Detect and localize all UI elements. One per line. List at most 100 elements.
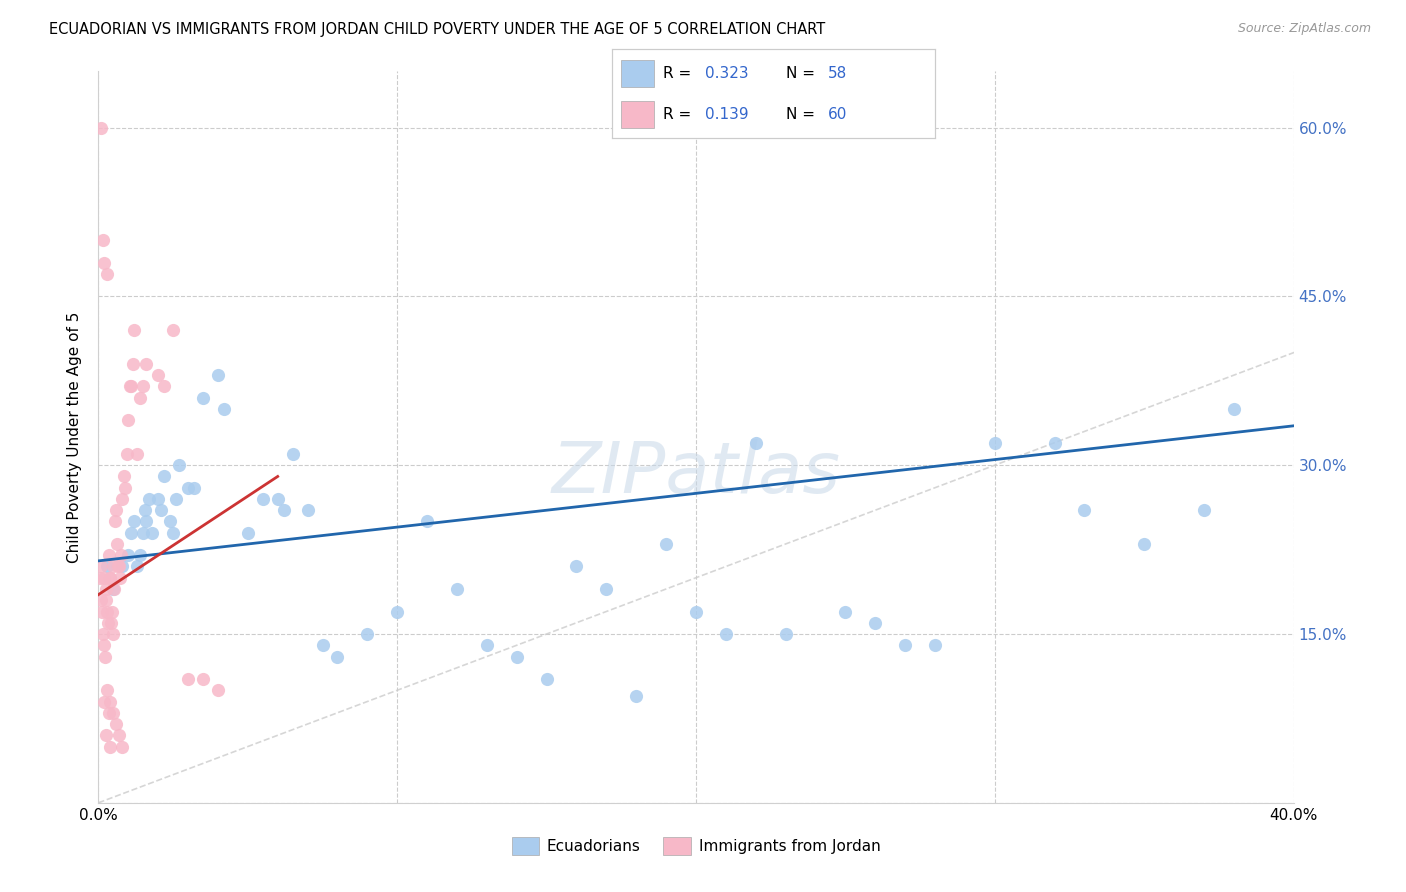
Point [273, 503, 295, 517]
Y-axis label: Child Poverty Under the Age of 5: Child Poverty Under the Age of 5 [67, 311, 83, 563]
Point [129, 391, 152, 405]
Point [110, 548, 132, 562]
Point [96, 683, 118, 698]
Point [111, 491, 134, 506]
Point [1192, 503, 1215, 517]
Point [153, 469, 176, 483]
Point [326, 649, 349, 664]
Point [117, 413, 139, 427]
Point [105, 537, 128, 551]
Point [101, 605, 124, 619]
Point [105, 503, 128, 517]
Point [775, 627, 797, 641]
Point [924, 638, 946, 652]
Point [984, 435, 1007, 450]
Point [267, 491, 290, 506]
Point [90, 120, 112, 135]
Point [1133, 537, 1156, 551]
Point [165, 491, 187, 506]
Point [111, 559, 134, 574]
Point [153, 379, 176, 393]
Text: Source: ZipAtlas.com: Source: ZipAtlas.com [1237, 22, 1371, 36]
Point [865, 615, 887, 630]
Point [129, 548, 152, 562]
Point [97, 548, 120, 562]
Point [108, 571, 131, 585]
Point [297, 503, 319, 517]
Point [94, 728, 117, 742]
Point [103, 582, 125, 596]
Text: R =: R = [664, 107, 696, 121]
Point [108, 559, 131, 574]
Point [506, 649, 529, 664]
Point [141, 525, 163, 540]
Text: N =: N = [786, 66, 820, 80]
Point [127, 447, 149, 461]
Point [93, 638, 115, 652]
Point [626, 689, 648, 703]
Point [98, 571, 122, 585]
Point [98, 694, 122, 708]
Point [252, 491, 274, 506]
Point [94, 649, 117, 664]
Text: 60: 60 [828, 107, 848, 121]
Point [103, 582, 125, 596]
Point [191, 391, 214, 405]
Point [191, 672, 214, 686]
Point [134, 503, 156, 517]
Point [177, 481, 200, 495]
Point [1223, 401, 1246, 416]
Point [96, 593, 118, 607]
Point [96, 559, 118, 574]
Point [565, 559, 588, 574]
Point [103, 559, 125, 574]
Point [356, 627, 378, 641]
Point [536, 672, 558, 686]
Point [100, 615, 122, 630]
Point [107, 559, 129, 574]
Point [655, 537, 678, 551]
Point [1073, 503, 1095, 517]
Point [91, 605, 114, 619]
Text: 0.323: 0.323 [706, 66, 749, 80]
Bar [621, 60, 654, 87]
Point [159, 515, 181, 529]
Point [281, 447, 304, 461]
Point [1043, 435, 1066, 450]
Point [96, 605, 118, 619]
Point [94, 582, 117, 596]
Point [207, 368, 229, 383]
Point [135, 515, 157, 529]
Point [111, 739, 134, 754]
Point [150, 503, 173, 517]
Point [894, 638, 917, 652]
Point [183, 481, 205, 495]
Point [132, 525, 155, 540]
Point [112, 469, 135, 483]
Point [475, 638, 498, 652]
Point [104, 515, 127, 529]
Point [148, 491, 170, 506]
Point [114, 481, 136, 495]
Point [834, 605, 856, 619]
Point [120, 379, 142, 393]
Point [236, 525, 259, 540]
Point [177, 672, 200, 686]
Point [97, 706, 120, 720]
Point [121, 357, 143, 371]
Point [311, 638, 333, 652]
Point [385, 605, 409, 619]
Point [108, 728, 131, 742]
Point [124, 323, 146, 337]
Point [93, 571, 115, 585]
Point [148, 368, 170, 383]
Point [138, 491, 160, 506]
Point [91, 233, 114, 247]
Point [101, 627, 124, 641]
Point [118, 379, 141, 393]
Point [212, 401, 235, 416]
Text: 58: 58 [828, 66, 848, 80]
Point [132, 379, 155, 393]
Point [93, 255, 115, 269]
Text: 0.139: 0.139 [706, 107, 749, 121]
